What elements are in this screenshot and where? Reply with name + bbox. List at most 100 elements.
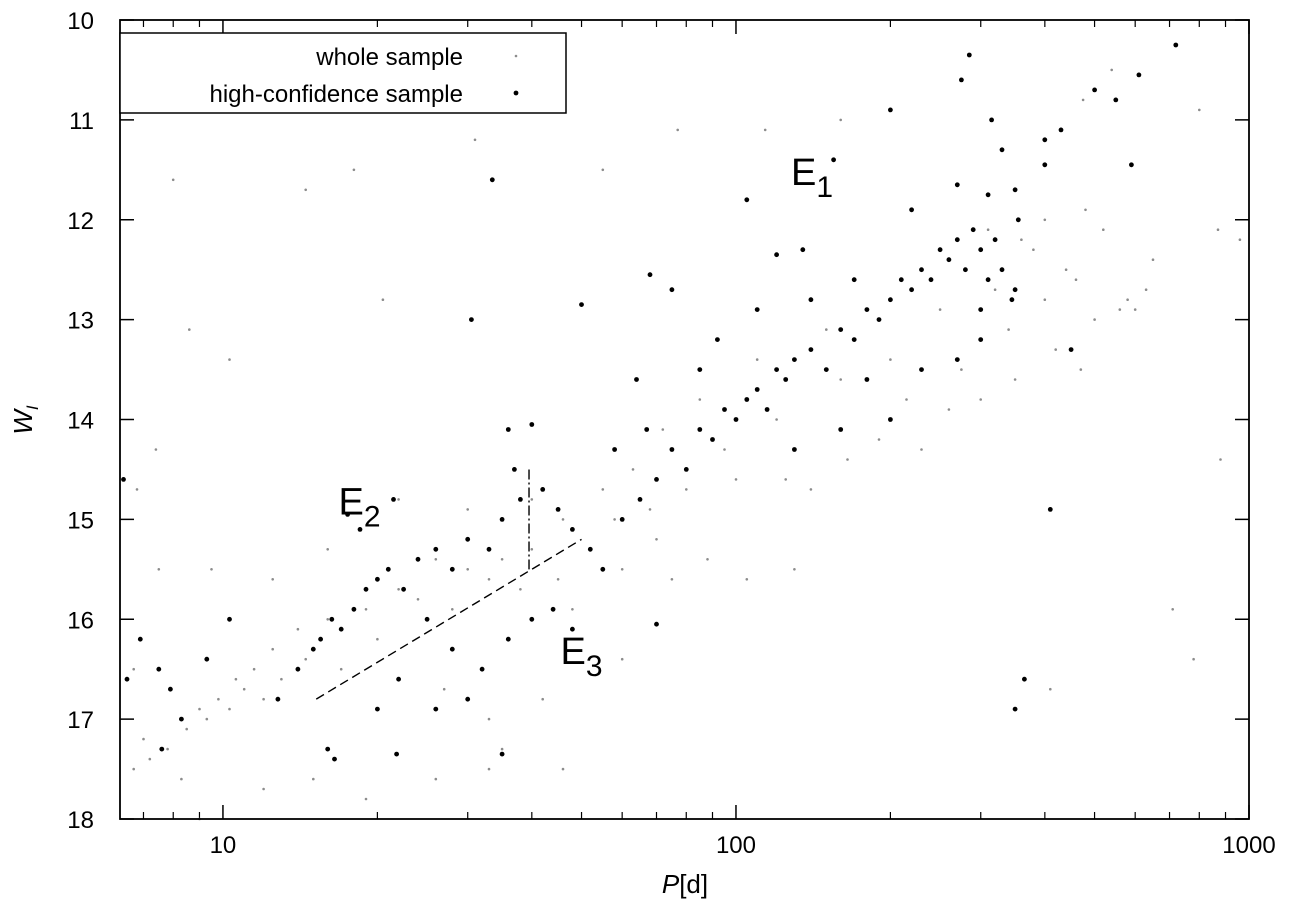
whole-sample-point: [889, 358, 892, 361]
whole-sample-point: [1032, 248, 1035, 251]
whole-sample-point: [397, 498, 400, 501]
high-confidence-point: [179, 716, 184, 722]
high-confidence-point: [375, 706, 380, 712]
high-confidence-point: [529, 422, 535, 427]
whole-sample-point: [793, 568, 796, 571]
high-confidence-point: [985, 192, 991, 198]
whole-sample-point: [234, 677, 238, 681]
whole-sample-point: [947, 408, 951, 411]
whole-sample-point: [676, 128, 679, 132]
high-confidence-point: [1012, 287, 1018, 293]
high-confidence-point: [683, 467, 689, 472]
whole-sample-point: [132, 667, 135, 671]
whole-sample-point: [466, 568, 470, 571]
whole-sample-point: [381, 298, 385, 302]
high-confidence-point: [963, 267, 968, 273]
high-confidence-point: [587, 546, 593, 552]
high-confidence-point: [600, 566, 606, 572]
whole-sample-point: [1079, 368, 1083, 371]
high-confidence-point: [876, 317, 882, 322]
high-confidence-point: [505, 427, 511, 432]
high-confidence-point: [338, 626, 344, 632]
whole-sample-point: [1192, 657, 1195, 661]
high-confidence-point: [697, 367, 703, 372]
whole-sample-point: [312, 777, 315, 781]
high-confidence-point: [465, 696, 471, 702]
high-confidence-point: [1022, 676, 1027, 682]
whole-sample-point: [262, 697, 265, 701]
y-tick-label: 12: [67, 208, 94, 235]
high-confidence-point: [823, 367, 829, 372]
whole-sample-point: [1238, 238, 1242, 241]
y-tick-label: 14: [67, 408, 94, 435]
high-confidence-point: [831, 157, 836, 163]
high-confidence-point: [754, 387, 760, 392]
high-confidence-point: [644, 427, 650, 432]
high-confidence-point: [985, 277, 991, 283]
whole-sample-point: [1118, 308, 1122, 311]
high-confidence-point: [715, 337, 720, 342]
high-confidence-point: [486, 546, 492, 552]
high-confidence-point: [433, 706, 439, 712]
high-confidence-point: [946, 257, 952, 263]
high-confidence-point: [1058, 127, 1064, 133]
whole-sample-point: [1081, 98, 1085, 102]
whole-sample-point: [561, 767, 565, 771]
high-confidence-point: [396, 676, 401, 682]
whole-sample-point: [784, 478, 787, 481]
high-confidence-point: [570, 527, 575, 532]
high-confidence-point: [654, 477, 659, 482]
whole-sample-point: [1198, 108, 1201, 112]
high-confidence-point: [391, 497, 396, 502]
high-confidence-point: [792, 447, 797, 452]
high-confidence-point: [505, 636, 511, 642]
high-confidence-point: [919, 267, 924, 273]
high-confidence-point: [697, 427, 703, 432]
whole-sample-point: [775, 418, 778, 421]
whole-sample-point: [825, 328, 828, 331]
high-confidence-point: [137, 636, 143, 642]
high-confidence-point: [124, 676, 130, 682]
whole-sample-point: [271, 647, 275, 651]
whole-sample-point: [561, 518, 565, 521]
high-confidence-point: [318, 636, 323, 642]
whole-sample-point: [1126, 298, 1129, 302]
high-confidence-point: [1012, 187, 1018, 193]
high-confidence-point: [1047, 507, 1053, 512]
high-confidence-point: [838, 427, 844, 432]
whole-sample-point: [763, 128, 767, 132]
whole-sample-point: [723, 448, 726, 451]
whole-sample-point: [1043, 218, 1047, 222]
whole-sample-point: [938, 308, 942, 311]
region-label-E1: E1: [791, 152, 833, 204]
whole-sample-point: [706, 558, 709, 561]
high-confidence-point: [800, 247, 806, 253]
whole-sample-point: [487, 717, 491, 721]
high-confidence-point: [401, 586, 406, 592]
whole-sample-point: [434, 558, 438, 561]
high-confidence-point: [489, 177, 495, 183]
whole-sample-point: [228, 707, 231, 711]
y-tick-label: 18: [67, 807, 94, 834]
whole-sample-point: [670, 578, 674, 581]
whole-sample-point: [1020, 238, 1023, 241]
high-confidence-point: [959, 77, 964, 83]
high-confidence-point: [479, 666, 485, 672]
high-confidence-point: [351, 606, 357, 612]
high-confidence-points: [121, 42, 1179, 762]
high-confidence-point: [999, 267, 1005, 273]
whole-sample-point: [620, 568, 624, 571]
whole-sample-point: [262, 787, 265, 791]
high-confidence-point: [978, 307, 984, 312]
whole-sample-point: [648, 508, 652, 511]
whole-sample-point: [571, 608, 574, 611]
y-tick-label: 16: [67, 607, 94, 634]
high-confidence-point: [156, 666, 162, 672]
whole-sample-point: [530, 498, 534, 501]
high-confidence-point: [654, 621, 659, 627]
high-confidence-point: [204, 656, 210, 662]
high-confidence-point: [851, 337, 857, 342]
high-confidence-point: [978, 337, 984, 342]
